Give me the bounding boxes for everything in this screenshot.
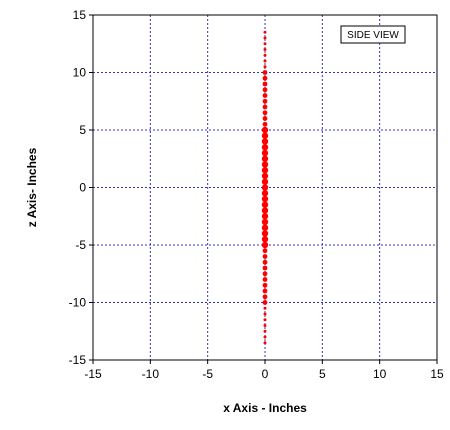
data-point [262, 265, 268, 271]
data-point [263, 53, 267, 57]
data-point [263, 42, 267, 46]
y-tick-label: -5 [75, 238, 86, 252]
data-point [262, 248, 268, 254]
legend-frame [340, 25, 406, 44]
legend-box: SIDE VIEW [340, 25, 406, 44]
data-point [262, 121, 268, 127]
y-tick-label: -15 [69, 353, 87, 367]
data-point [262, 282, 268, 288]
data-point [261, 201, 269, 208]
data-point [262, 104, 268, 110]
data-point [263, 30, 267, 34]
x-tick-label: -15 [84, 367, 102, 381]
data-point [263, 312, 267, 316]
data-point [262, 277, 268, 282]
data-point [262, 87, 268, 93]
x-axis-ticks: -15 -10 -5 0 5 10 15 [84, 360, 444, 381]
data-points [261, 30, 269, 345]
data-point [261, 190, 269, 197]
data-point [261, 172, 269, 180]
x-axis-title: x Axis - Inches [223, 401, 307, 415]
data-point [262, 110, 268, 116]
data-point [263, 48, 267, 51]
data-point [263, 306, 267, 310]
data-point [261, 218, 269, 226]
data-point [262, 81, 268, 87]
data-point [263, 65, 267, 69]
data-point [263, 36, 267, 40]
data-point [262, 288, 268, 294]
data-point [261, 126, 269, 134]
x-tick-label: 10 [373, 367, 387, 381]
y-tick-label: 15 [73, 8, 87, 22]
data-point [263, 329, 267, 333]
x-tick-label: -10 [142, 367, 160, 381]
data-point [262, 271, 268, 277]
data-point [261, 224, 269, 231]
data-point [261, 213, 269, 220]
x-tick-label: 5 [319, 367, 326, 381]
data-point [261, 132, 269, 139]
data-point [262, 70, 268, 75]
data-point [262, 98, 268, 104]
data-point [262, 93, 268, 98]
data-point [262, 259, 268, 265]
y-tick-label: 10 [73, 66, 87, 80]
data-point [262, 254, 268, 259]
data-point [261, 167, 269, 174]
data-point [263, 324, 267, 327]
data-point [261, 138, 269, 145]
data-point [263, 59, 267, 63]
y-axis-title: z Axis- Inches [25, 147, 39, 227]
data-point [263, 341, 267, 345]
data-point [261, 184, 269, 191]
data-point [263, 335, 267, 339]
data-point [262, 294, 268, 300]
data-point [261, 241, 269, 249]
data-point [261, 144, 269, 151]
y-tick-label: 5 [79, 123, 86, 137]
data-point [261, 236, 269, 243]
legend-label: SIDE VIEW [347, 30, 399, 41]
data-point [262, 300, 268, 305]
data-point [261, 207, 269, 214]
data-point [263, 318, 267, 322]
x-tick-label: 15 [430, 367, 444, 381]
data-point [261, 155, 269, 162]
x-tick-label: 0 [262, 367, 269, 381]
data-point [261, 195, 269, 203]
data-point [262, 75, 268, 81]
y-tick-label: 0 [79, 181, 86, 195]
data-point [261, 149, 269, 157]
y-axis-ticks: 15 10 5 0 -5 -10 -15 [69, 8, 93, 367]
data-point [262, 116, 268, 121]
y-tick-label: -10 [69, 296, 87, 310]
x-tick-label: -5 [202, 367, 213, 381]
data-point [261, 161, 269, 168]
data-point [261, 178, 269, 185]
data-point [261, 230, 269, 237]
